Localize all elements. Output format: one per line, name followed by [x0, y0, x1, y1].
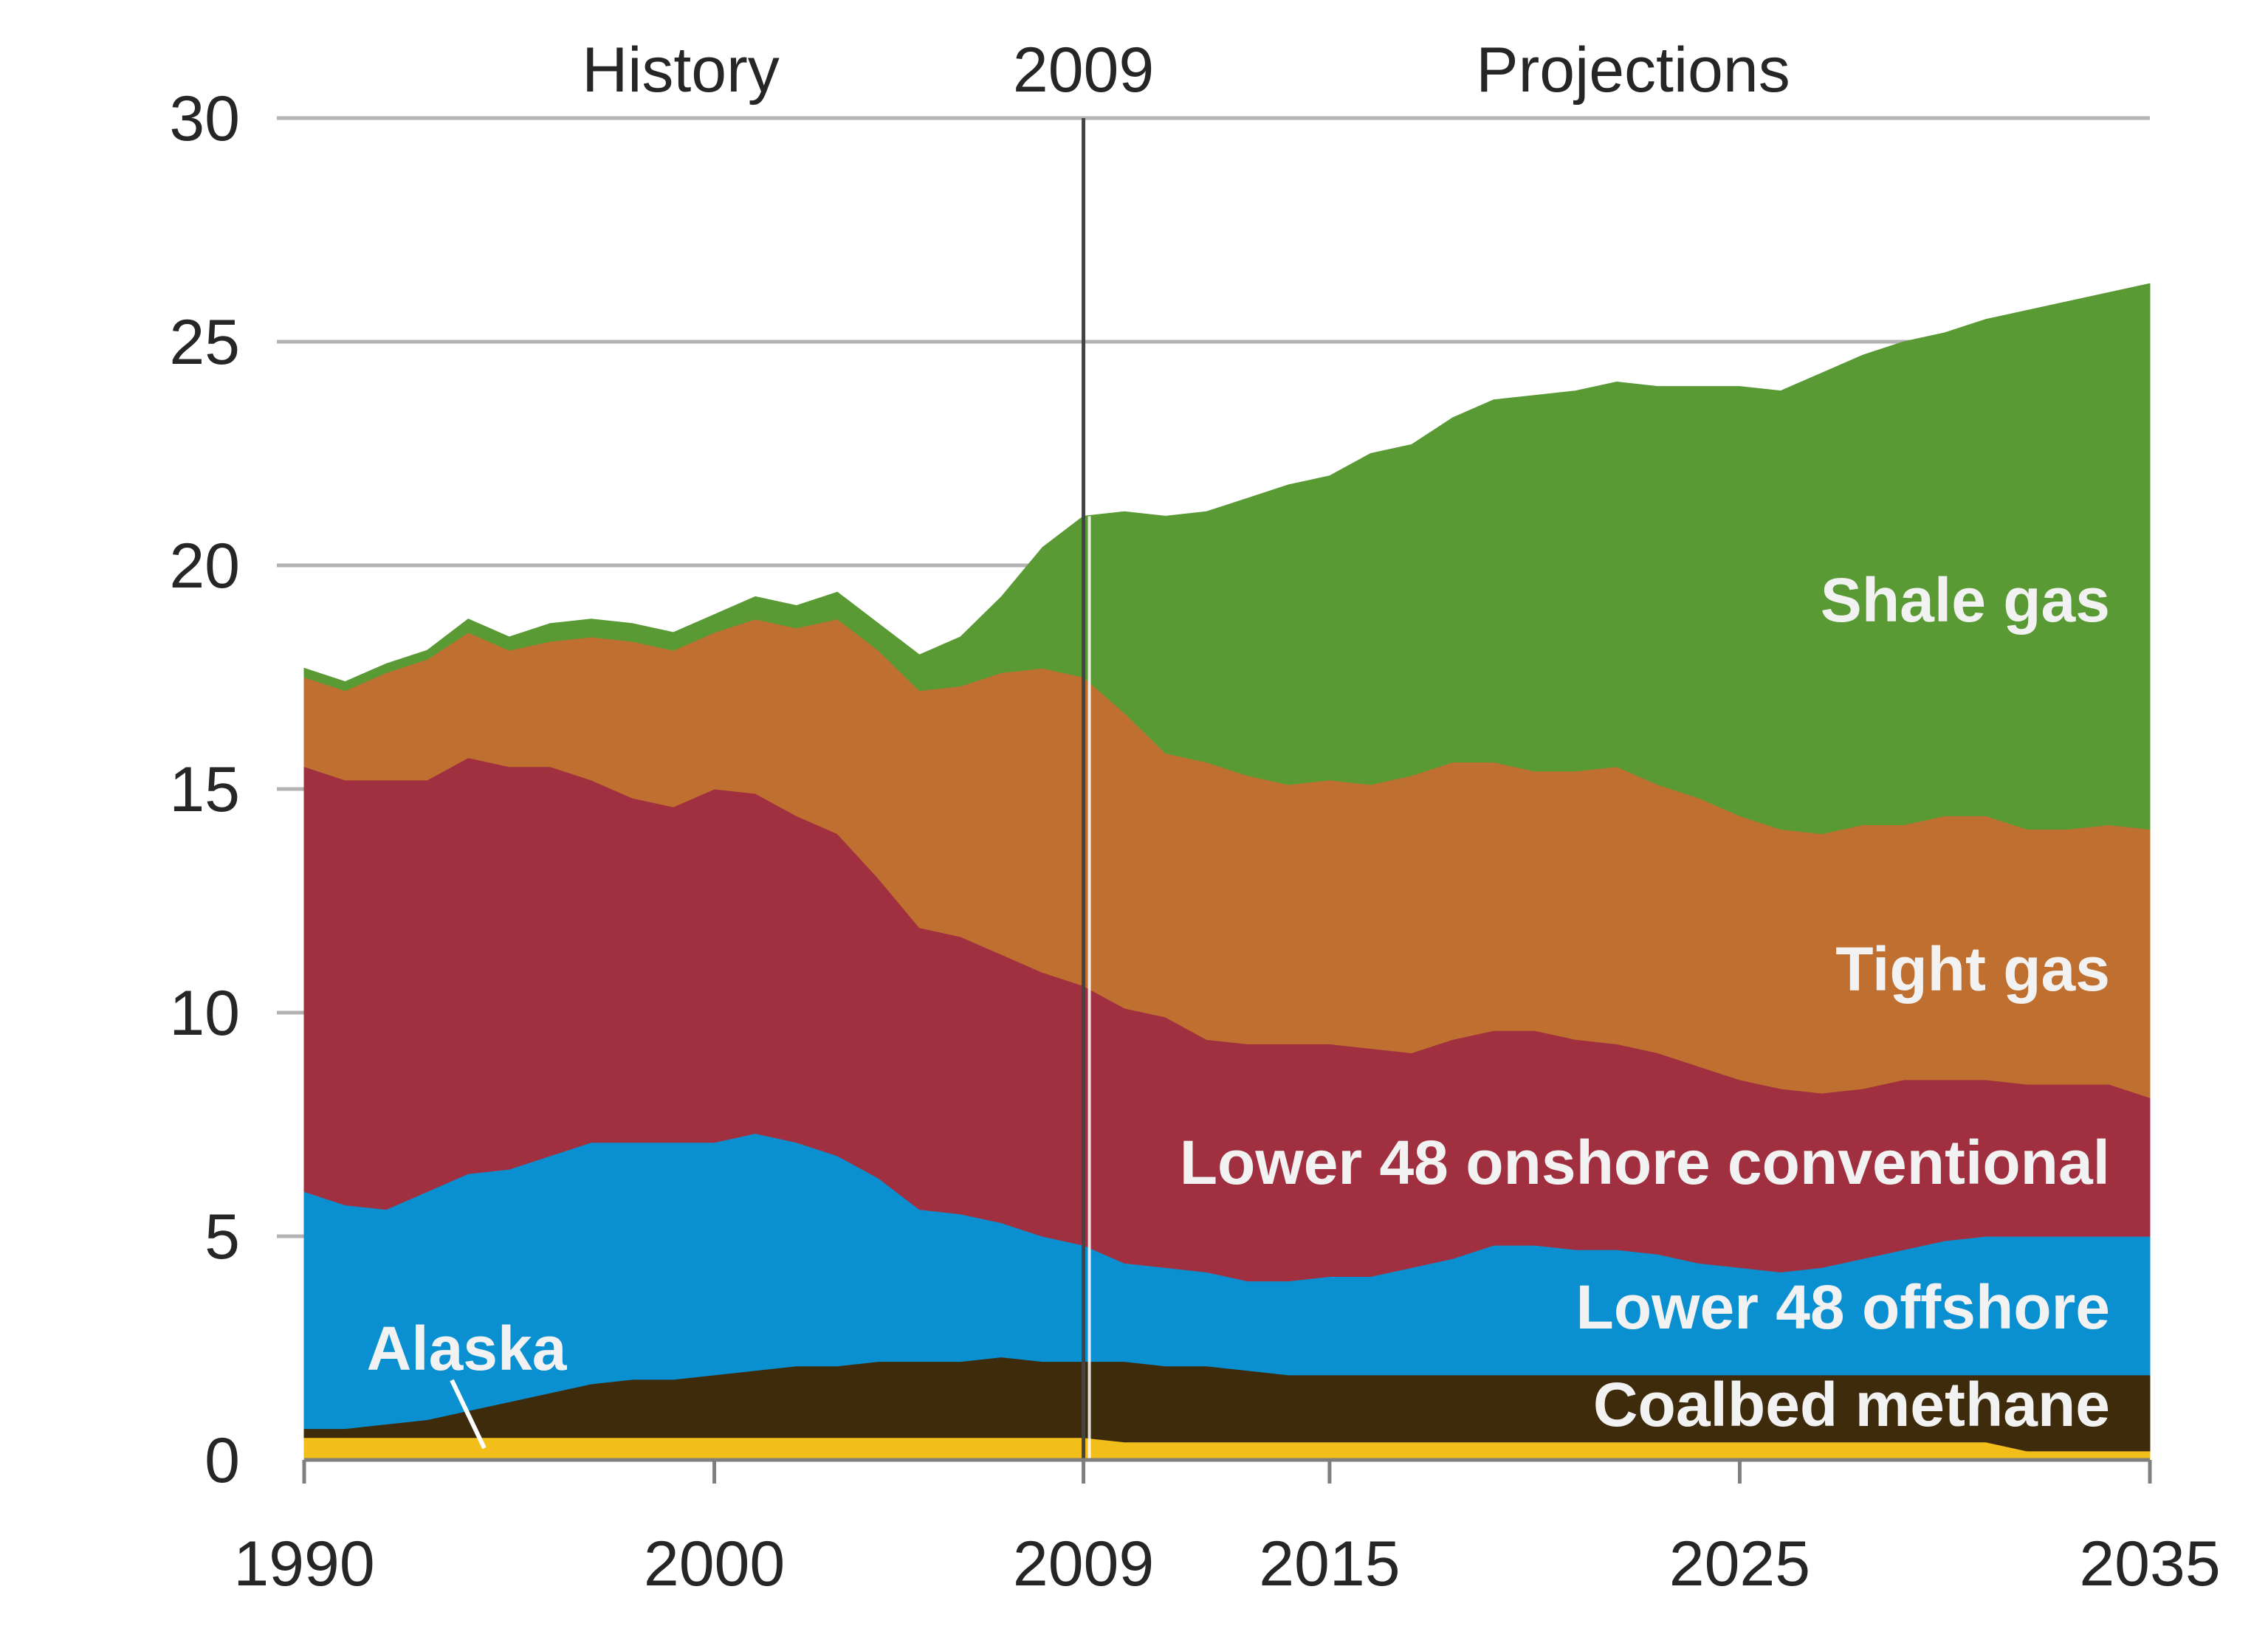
y-tick-label-5: 5 — [205, 1202, 240, 1272]
y-tick-label-25: 25 — [169, 307, 240, 378]
stacked-areas — [303, 283, 2151, 1461]
divider-year-label: 2009 — [1013, 35, 1154, 106]
projections-label: Projections — [1476, 35, 1790, 106]
y-tick-label-20: 20 — [169, 531, 240, 602]
x-tick-label-2000: 2000 — [644, 1529, 785, 1599]
y-tick-label-15: 15 — [169, 754, 240, 825]
area-shale-gas — [303, 283, 2151, 835]
x-tick-label-2015: 2015 — [1259, 1529, 1400, 1599]
alaska-leader-line — [450, 1379, 487, 1450]
y-tick-label-30: 30 — [169, 83, 240, 154]
series-label-alaska: Alaska — [367, 1314, 568, 1383]
y-tick-label-10: 10 — [169, 978, 240, 1049]
x-tick-label-2035: 2035 — [2079, 1529, 2220, 1599]
series-label-coalbed-methane: Coalbed methane — [1593, 1370, 2110, 1439]
series-label-shale-gas: Shale gas — [1821, 565, 2110, 635]
history-label: History — [582, 35, 780, 106]
x-tick-label-2009: 2009 — [1013, 1529, 1154, 1599]
series-label-lower48-offshore: Lower 48 offshore — [1576, 1272, 2110, 1342]
series-label-tight-gas: Tight gas — [1835, 934, 2110, 1004]
x-tick-label-2025: 2025 — [1669, 1529, 1810, 1599]
axes — [302, 1458, 2152, 1484]
x-tick-label-1990: 1990 — [233, 1529, 374, 1599]
y-tick-label-0: 0 — [205, 1425, 240, 1496]
series-label-lower48-onshore: Lower 48 onshore conventional — [1180, 1128, 2110, 1197]
